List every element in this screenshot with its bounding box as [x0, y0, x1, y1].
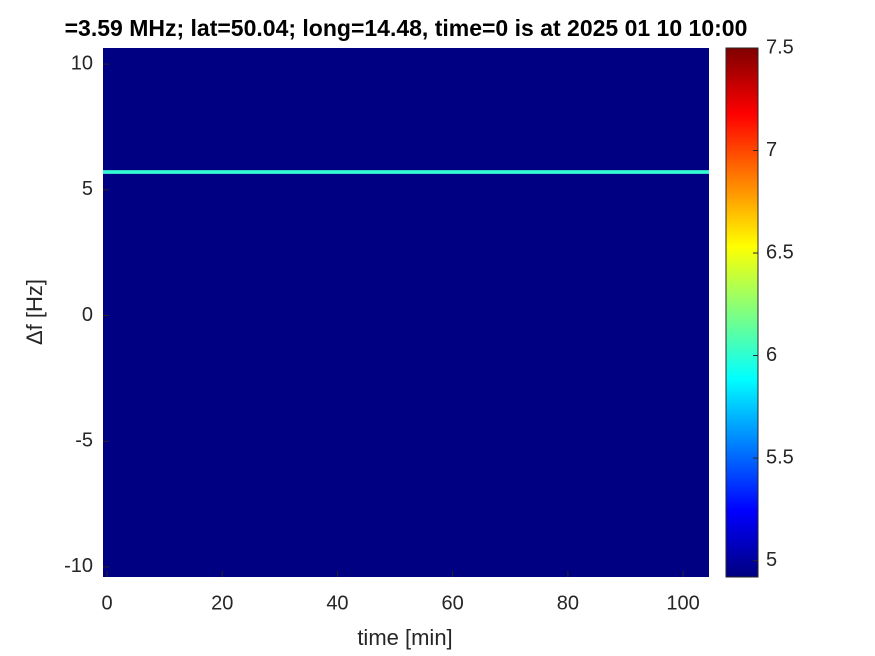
- y-tick-label: 5: [82, 178, 93, 200]
- chart-title: =3.59 MHz; lat=50.04; long=14.48, time=0…: [65, 15, 748, 41]
- heatmap-cell: [103, 173, 709, 577]
- x-tick-label: 0: [101, 592, 112, 614]
- heatmap-cell: [103, 48, 709, 171]
- x-tick-label: 60: [442, 592, 464, 614]
- x-tick-label: 20: [211, 592, 233, 614]
- colorbar-tick-label: 5.5: [766, 446, 794, 468]
- x-axis-label: time [min]: [357, 625, 452, 650]
- x-tick-label: 80: [557, 592, 579, 614]
- colorbar-tick-label: 7.5: [766, 36, 794, 58]
- colorbar-tick-label: 5: [766, 549, 777, 571]
- colorbar-tick-label: 7: [766, 139, 777, 161]
- colorbar-tick-label: 6.5: [766, 241, 794, 263]
- colorbar: [725, 47, 759, 578]
- y-tick-label: -5: [75, 430, 93, 452]
- y-tick-label: -10: [64, 555, 93, 577]
- heatmap-cell: [103, 170, 709, 174]
- y-axis-label: Δf [Hz]: [22, 279, 47, 345]
- x-tick-label: 40: [326, 592, 348, 614]
- x-tick-label: 100: [666, 592, 699, 614]
- y-tick-label: 10: [71, 52, 93, 74]
- y-tick-label: 0: [82, 304, 93, 326]
- colorbar-tick-label: 6: [766, 344, 777, 366]
